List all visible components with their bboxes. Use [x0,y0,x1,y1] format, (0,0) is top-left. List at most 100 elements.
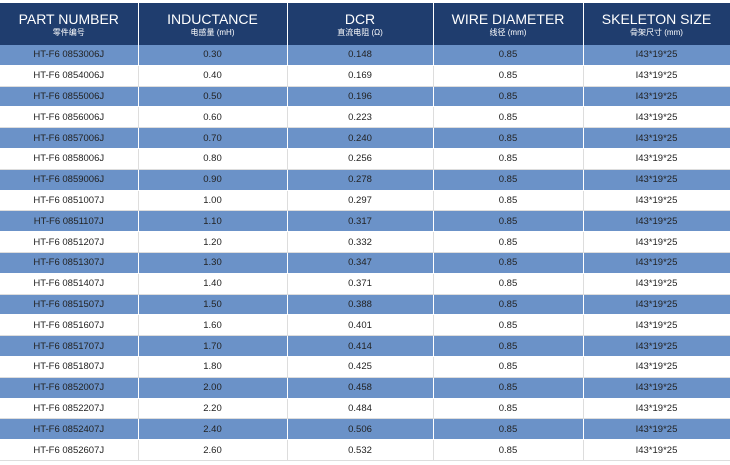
table-row: HT-F6 0853006J 0.30 0.148 0.85 I43*19*25 [0,45,730,66]
table-cell: 0.30 [138,45,288,66]
table-cell: 1.20 [138,231,288,253]
table-cell: I43*19*25 [583,86,730,108]
table-cell: I43*19*25 [583,45,730,66]
column-title: INDUCTANCE [167,10,258,27]
table-cell: 2.00 [138,377,288,399]
table-cell: 0.148 [287,45,434,66]
table-cell: 0.85 [433,169,584,191]
table-row: HT-F6 0852207J 2.20 0.484 0.85 I43*19*25 [0,398,730,420]
table-cell: 1.10 [138,210,288,233]
table-row: HT-F6 0852407J 2.40 0.506 0.85 I43*19*25 [0,418,730,441]
table-cell: HT-F6 0851607J [0,314,139,337]
column-header: DCR 直流电阻 (Ω) [287,3,434,45]
table-cell: I43*19*25 [583,190,730,212]
table-cell: HT-F6 0855006J [0,86,139,108]
table-row: HT-F6 0856006J 0.60 0.223 0.85 I43*19*25 [0,106,730,129]
table-cell: I43*19*25 [583,231,730,253]
table-cell: I43*19*25 [583,356,730,378]
table-cell: 0.60 [138,106,288,129]
table-cell: 1.50 [138,294,288,316]
table-cell: I43*19*25 [583,418,730,441]
table-cell: 0.40 [138,65,288,87]
table-cell: 0.458 [287,377,434,399]
table-cell: I43*19*25 [583,439,730,461]
table-cell: 0.85 [433,335,584,357]
table-cell: 1.80 [138,356,288,378]
table-cell: 0.85 [433,86,584,108]
table-cell: 0.484 [287,398,434,420]
table-cell: 0.196 [287,86,434,108]
table-cell: 2.60 [138,439,288,461]
table-cell: HT-F6 0853006J [0,45,139,66]
table-cell: 0.506 [287,418,434,441]
table-row: HT-F6 0854006J 0.40 0.169 0.85 I43*19*25 [0,65,730,87]
table-cell: 0.85 [433,252,584,274]
table-cell: HT-F6 0854006J [0,65,139,87]
table-cell: 0.85 [433,398,584,420]
table-row: HT-F6 0851107J 1.10 0.317 0.85 I43*19*25 [0,210,730,233]
table-cell: 0.256 [287,148,434,170]
table-row: HT-F6 0851007J 1.00 0.297 0.85 I43*19*25 [0,190,730,212]
table-cell: 0.332 [287,231,434,253]
table-cell: HT-F6 0852407J [0,418,139,441]
table-cell: 0.371 [287,273,434,295]
table-row: HT-F6 0858006J 0.80 0.256 0.85 I43*19*25 [0,148,730,170]
table-cell: 0.388 [287,294,434,316]
table-cell: HT-F6 0851807J [0,356,139,378]
table-cell: I43*19*25 [583,106,730,129]
table-cell: I43*19*25 [583,169,730,191]
column-header: INDUCTANCE 电感量 (mH) [138,3,288,45]
table-cell: 0.85 [433,356,584,378]
table-row: HT-F6 0852607J 2.60 0.532 0.85 I43*19*25 [0,439,730,461]
table-cell: 0.85 [433,231,584,253]
table-cell: HT-F6 0856006J [0,106,139,129]
table-cell: 0.414 [287,335,434,357]
table-row: HT-F6 0855006J 0.50 0.196 0.85 I43*19*25 [0,86,730,108]
column-subtitle: 零件编号 [52,27,85,37]
table-cell: HT-F6 0859006J [0,169,139,191]
table-cell: 0.317 [287,210,434,233]
column-title: PART NUMBER [18,10,119,27]
column-title: SKELETON SIZE [601,10,712,27]
table-row: HT-F6 0852007J 2.00 0.458 0.85 I43*19*25 [0,377,730,399]
table-cell: 0.347 [287,252,434,274]
table-cell: HT-F6 0852007J [0,377,139,399]
table-row: HT-F6 0851707J 1.70 0.414 0.85 I43*19*25 [0,335,730,357]
table-cell: 0.85 [433,210,584,233]
column-subtitle: 电感量 (mH) [190,27,235,37]
table-cell: I43*19*25 [583,294,730,316]
column-subtitle: 骨架尺寸 (mm) [630,27,683,37]
table-cell: 0.85 [433,439,584,461]
table-row: HT-F6 0851407J 1.40 0.371 0.85 I43*19*25 [0,273,730,295]
table-row: HT-F6 0851607J 1.60 0.401 0.85 I43*19*25 [0,314,730,337]
table-cell: HT-F6 0852607J [0,439,139,461]
table-cell: 0.85 [433,273,584,295]
table-cell: 1.70 [138,335,288,357]
column-header: WIRE DIAMETER 线径 (mm) [433,3,584,45]
spec-table: PART NUMBER 零件编号 INDUCTANCE 电感量 (mH) DCR 直流电阻… [0,3,730,461]
table-cell: HT-F6 0851707J [0,335,139,357]
table-cell: I43*19*25 [583,210,730,233]
table-cell: HT-F6 0851407J [0,273,139,295]
table-cell: 0.85 [433,190,584,212]
column-title: WIRE DIAMETER [451,10,565,27]
table-cell: 0.85 [433,377,584,399]
table-cell: I43*19*25 [583,273,730,295]
header-row: PART NUMBER 零件编号 INDUCTANCE 电感量 (mH) DCR 直流电阻… [0,3,730,45]
table-cell: HT-F6 0857006J [0,127,139,149]
table-row: HT-F6 0851507J 1.50 0.388 0.85 I43*19*25 [0,294,730,316]
table-cell: 0.85 [433,314,584,337]
table-cell: HT-F6 0851507J [0,294,139,316]
table-cell: 2.40 [138,418,288,441]
table-cell: I43*19*25 [583,314,730,337]
table-cell: 1.40 [138,273,288,295]
table-cell: HT-F6 0851007J [0,190,139,212]
table-cell: 0.50 [138,86,288,108]
table-cell: I43*19*25 [583,148,730,170]
table-cell: 0.85 [433,45,584,66]
table-cell: 0.223 [287,106,434,129]
table-cell: 0.401 [287,314,434,337]
table-cell: I43*19*25 [583,398,730,420]
table-cell: 0.90 [138,169,288,191]
